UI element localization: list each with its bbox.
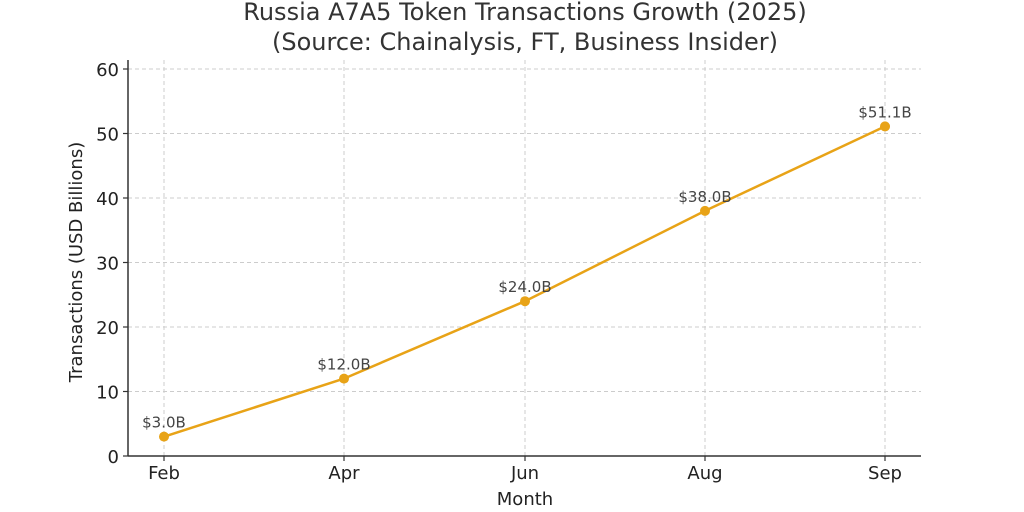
y-axis-ticks: 0 10 20 30 40 50 60 [96,60,128,468]
x-tick-label: Apr [328,463,360,484]
y-tick-label: 40 [96,189,119,210]
x-tick-label: Jun [510,463,539,484]
y-tick-label: 30 [96,254,119,275]
x-axis-label: Month [497,489,553,510]
x-tick-label: Feb [148,463,180,484]
data-point-label: $12.0B [317,356,370,374]
data-point-marker [339,373,349,384]
data-point-marker [159,431,169,442]
x-axis-ticks: Feb Apr Jun Aug Sep [148,456,902,484]
chart-subtitle: (Source: Chainalysis, FT, Business Insid… [272,28,778,56]
chart-title: Russia A7A5 Token Transactions Growth (2… [243,0,806,26]
data-point-marker [880,121,890,132]
grid-lines [128,60,921,456]
y-tick-label: 10 [96,383,119,404]
y-tick-label: 0 [108,447,119,468]
y-tick-label: 50 [96,125,119,146]
data-point-marker [700,205,710,216]
data-point-marker [520,296,530,307]
data-series: $3.0B $12.0B $24.0B $38.0B $51.1B [142,103,912,442]
y-tick-label: 60 [96,60,119,81]
data-point-label: $24.0B [498,278,551,296]
y-axis-label: Transactions (USD Billions) [66,142,87,383]
data-point-label: $38.0B [678,188,731,206]
data-point-label: $51.1B [858,103,911,121]
y-tick-label: 20 [96,318,119,339]
x-tick-label: Sep [868,463,902,484]
x-tick-label: Aug [687,463,722,484]
data-point-label: $3.0B [142,414,186,432]
